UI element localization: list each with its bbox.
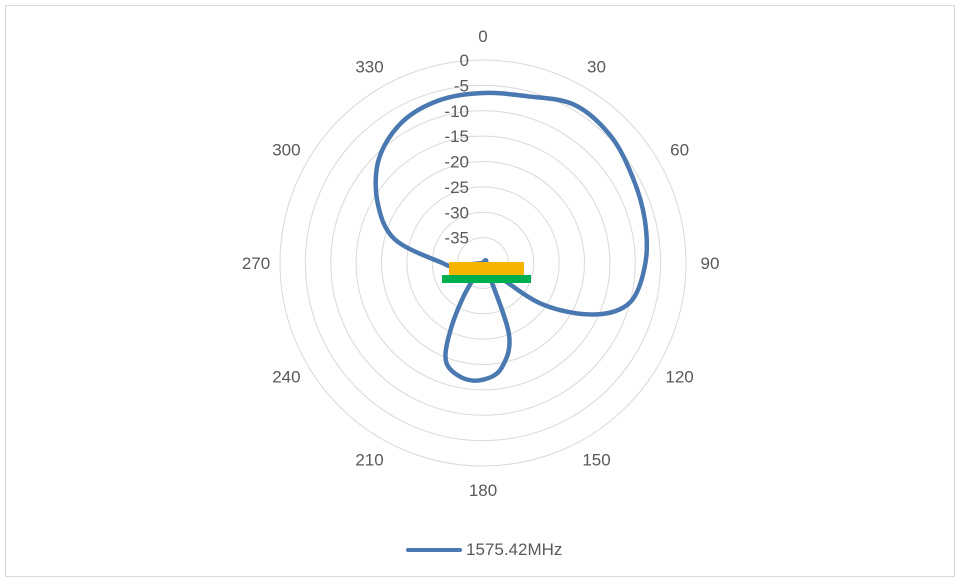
grid-rings	[279, 59, 687, 467]
legend: 1575.42MHz	[406, 540, 562, 560]
grid-ring	[381, 161, 585, 365]
radial-tick-label: -10	[444, 102, 469, 121]
radial-tick-label: -15	[444, 127, 469, 146]
angle-tick-label: 0	[478, 27, 487, 46]
pcb-ground-plane-icon	[442, 275, 531, 283]
grid-ring	[406, 186, 560, 340]
angle-tick-label: 60	[670, 141, 689, 160]
radial-tick-label: -20	[444, 153, 469, 172]
antenna-pcb-icon	[442, 262, 531, 283]
angle-tick-label: 150	[582, 451, 610, 470]
pcb-top-layer-icon	[449, 262, 524, 275]
angle-labels: 0 30 60 90 120 150 180 210 240 270 300 330	[242, 27, 720, 500]
radial-tick-label: -5	[454, 76, 469, 95]
polar-chart: 0 30 60 90 120 150 180 210 240 270 300 330 0 -5 -10 -1…	[242, 27, 720, 500]
angle-tick-label: 210	[355, 451, 383, 470]
series-line	[373, 90, 650, 383]
grid-ring	[279, 59, 687, 467]
radial-tick-label: -30	[444, 203, 469, 222]
angle-tick-label: 30	[587, 57, 606, 76]
angle-tick-label: 300	[272, 141, 300, 160]
angle-tick-label: 180	[469, 481, 497, 500]
grid-ring	[355, 135, 611, 391]
series-layer	[373, 90, 650, 383]
chart-frame: 0 30 60 90 120 150 180 210 240 270 300 330 0 -5 -10 -1…	[5, 5, 955, 577]
grid-ring	[330, 110, 636, 416]
angle-tick-label: 270	[242, 254, 270, 273]
radial-tick-label: -25	[444, 178, 469, 197]
legend-line-icon	[406, 548, 462, 552]
radial-tick-labels: 0 -5 -10 -15 -20 -25 -30 -35	[444, 51, 469, 248]
angle-tick-label: 330	[355, 57, 383, 76]
legend-label: 1575.42MHz	[466, 540, 563, 559]
grid-ring	[304, 84, 662, 442]
radial-tick-label: 0	[460, 51, 469, 70]
radial-tick-label: -35	[444, 229, 469, 248]
angle-tick-label: 120	[665, 368, 693, 387]
angle-tick-label: 90	[701, 254, 720, 273]
grid-ring	[431, 211, 535, 315]
angle-tick-label: 240	[272, 368, 300, 387]
